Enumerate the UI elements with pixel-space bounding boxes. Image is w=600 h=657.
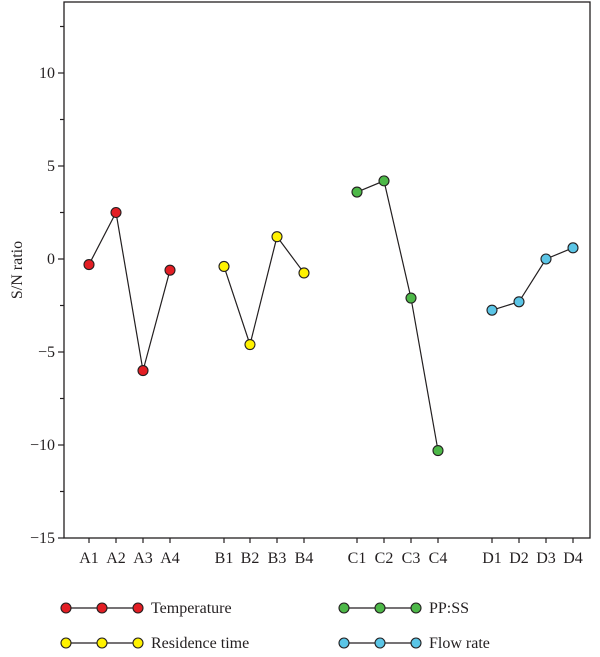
x-tick-label: D3 [536, 550, 556, 567]
y-tick-label: 5 [47, 158, 55, 175]
series-temperature [83, 206, 176, 377]
x-tick-label: A1 [79, 550, 99, 567]
data-point [110, 206, 122, 219]
x-tick-label: D2 [509, 550, 529, 567]
legend-marker [132, 637, 144, 649]
y-tick-label: 10 [39, 65, 55, 82]
data-point [298, 267, 310, 279]
y-tick-label: 0 [47, 251, 55, 268]
data-point [271, 231, 283, 243]
legend-item: Flow rate [338, 635, 490, 652]
series-line [356, 180, 439, 451]
legend-marker [374, 637, 386, 649]
x-tick-label: B2 [241, 550, 260, 567]
legend-marker [60, 637, 72, 649]
x-tick-label: C3 [402, 550, 421, 567]
legend-label: Temperature [151, 600, 232, 617]
legend-marker [132, 602, 144, 614]
x-tick-label: B4 [295, 550, 314, 567]
legend-marker [338, 602, 350, 614]
data-point [567, 242, 579, 254]
axis-ticks: −15 −10 −5 0 5 10 A1 A2 A3 A4 B1 B2 B3 B4 C1 C2 C3 C4 D1 D2… [30, 25, 583, 567]
legend-item: Temperature [60, 600, 232, 617]
data-point [405, 292, 417, 304]
data-point [351, 186, 363, 198]
series-pp-ss [351, 175, 444, 457]
legend-marker [60, 602, 72, 614]
y-tick-label: −10 [30, 437, 55, 454]
legend-item: Residence time [60, 635, 249, 652]
legend-label: PP:SS [429, 600, 469, 617]
data-point [432, 445, 444, 457]
data-point [244, 339, 256, 351]
data-point [218, 260, 230, 272]
y-tick-label: −5 [38, 344, 55, 361]
data-point [137, 365, 149, 377]
legend-marker [410, 602, 422, 614]
series-line [223, 235, 305, 347]
data-point [540, 253, 552, 265]
legend-item: PP:SS [338, 600, 469, 617]
legend-marker [374, 602, 386, 614]
x-tick-label: D4 [563, 550, 583, 567]
x-tick-label: B3 [268, 550, 287, 567]
legend-label: Residence time [151, 635, 249, 652]
legend-marker [410, 637, 422, 649]
series-flow-rate [486, 242, 579, 316]
x-tick-label: C4 [429, 550, 448, 567]
data-point [83, 259, 95, 271]
plot-frame [63, 1, 591, 539]
x-tick-label: A4 [160, 550, 180, 567]
data-point [486, 304, 498, 316]
legend-label: Flow rate [429, 635, 490, 652]
series-residence-time [218, 231, 310, 351]
x-tick-label: C2 [375, 550, 394, 567]
legend: Temperature Residence time PP:SS Flow rate [60, 600, 490, 652]
x-tick-label: C1 [348, 550, 367, 567]
series-line [491, 247, 574, 311]
x-tick-label: B1 [215, 550, 234, 567]
data-point [378, 175, 390, 187]
y-axis-title: S/N ratio [9, 241, 26, 299]
legend-marker [96, 602, 108, 614]
x-tick-label: D1 [482, 550, 502, 567]
data-point [164, 264, 176, 276]
series-line [88, 210, 171, 371]
legend-marker [338, 637, 350, 649]
data-point [513, 296, 525, 308]
series-layer [83, 175, 579, 457]
y-tick-label: −15 [30, 530, 55, 547]
x-tick-label: A2 [106, 550, 126, 567]
x-tick-label: A3 [133, 550, 153, 567]
legend-marker [96, 637, 108, 649]
